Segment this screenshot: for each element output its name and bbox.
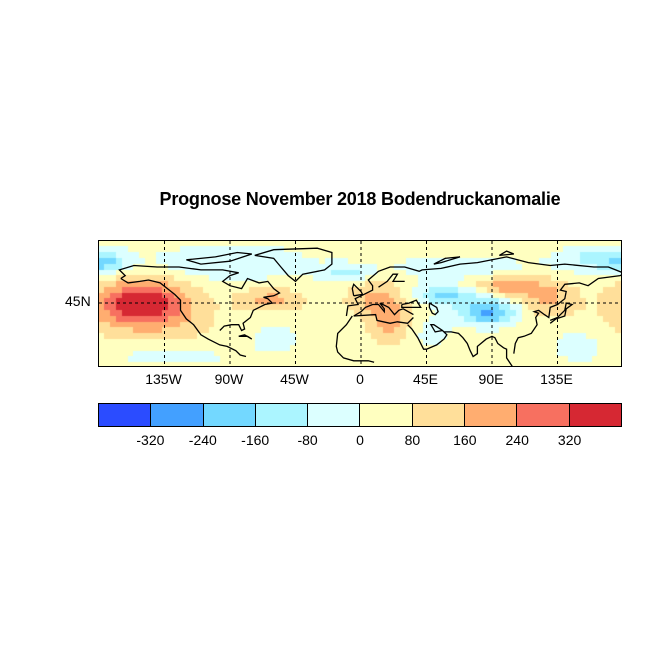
chart-title: Prognose November 2018 Bodendruckanomali… xyxy=(159,189,561,209)
x-tick-label: 90E xyxy=(478,371,504,387)
x-tick-label: 90W xyxy=(214,371,244,387)
colorbar-tick-label: -240 xyxy=(188,432,217,448)
coastline xyxy=(433,256,461,265)
colorbar-segment xyxy=(255,404,309,426)
coastline xyxy=(353,302,414,317)
colorbar-tick-label: 0 xyxy=(356,432,364,448)
coastline xyxy=(335,315,375,363)
coastline xyxy=(378,273,405,288)
x-tick-label: 135E xyxy=(540,371,573,387)
colorbar xyxy=(98,403,622,427)
x-tick-label: 45E xyxy=(413,371,438,387)
coastline xyxy=(549,302,574,324)
coastline xyxy=(401,299,422,309)
x-tick-label: 0 xyxy=(356,371,364,387)
x-tick-label: 45W xyxy=(280,371,309,387)
colorbar-tick-label: -160 xyxy=(241,432,270,448)
coastline xyxy=(118,264,281,332)
colorbar-segment xyxy=(412,404,466,426)
colorbar-segment xyxy=(465,404,518,426)
y-tick-label: 45N xyxy=(65,293,91,310)
coastline xyxy=(428,302,439,316)
coastline xyxy=(444,331,513,366)
colorbar-tick-label: -80 xyxy=(297,432,318,448)
map-plot-area xyxy=(98,240,622,367)
colorbar-segment xyxy=(569,404,621,426)
coastline xyxy=(120,277,247,358)
coastline xyxy=(254,247,333,283)
colorbar-segment xyxy=(99,404,152,426)
colorbar-tick-label: 240 xyxy=(505,432,529,448)
colorbar-segment xyxy=(360,404,413,426)
coastlines-and-grid xyxy=(99,241,621,366)
colorbar-tick-label: -320 xyxy=(136,432,165,448)
coastline xyxy=(353,313,414,324)
coastline xyxy=(513,274,621,354)
coastline xyxy=(407,324,448,350)
colorbar-segment xyxy=(308,404,361,426)
colorbar-segment xyxy=(203,404,256,426)
coastline xyxy=(351,283,364,297)
coastline xyxy=(186,251,253,265)
colorbar-tick-label: 160 xyxy=(453,432,477,448)
colorbar-tick-label: 320 xyxy=(557,432,582,448)
colorbar-tick-label: 80 xyxy=(404,432,421,448)
colorbar-segment xyxy=(151,404,204,426)
coastline xyxy=(498,250,515,257)
coastline xyxy=(238,334,253,340)
colorbar-segment xyxy=(517,404,570,426)
x-tick-label: 135W xyxy=(145,371,182,387)
